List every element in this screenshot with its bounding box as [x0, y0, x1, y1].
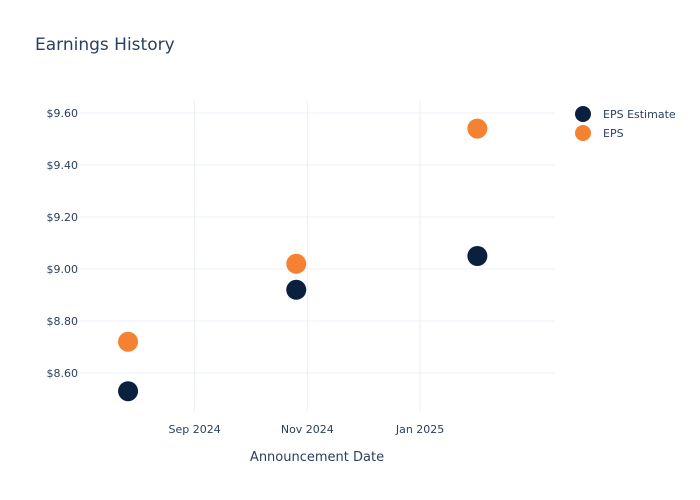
legend[interactable]: EPS Estimate EPS — [575, 106, 676, 141]
y-axis-ticks: $8.60 $8.80 $9.00 $9.20 $9.40 $9.60 — [47, 107, 79, 380]
y-tick-label: $9.00 — [47, 263, 79, 276]
data-point[interactable] — [118, 331, 139, 352]
data-point[interactable] — [118, 381, 139, 402]
x-tick-label: Sep 2024 — [168, 423, 220, 436]
data-point[interactable] — [467, 246, 488, 266]
legend-label: EPS Estimate — [603, 108, 676, 121]
x-tick-label: Jan 2025 — [395, 423, 444, 436]
data-point[interactable] — [286, 279, 307, 300]
legend-marker — [575, 125, 591, 141]
y-grid — [80, 112, 555, 374]
legend-marker — [575, 106, 591, 122]
y-tick-label: $9.40 — [47, 159, 79, 172]
x-axis-ticks: Sep 2024 Nov 2024 Jan 2025 — [168, 423, 444, 436]
x-tick-label: Nov 2024 — [281, 423, 334, 436]
chart-title: Earnings History — [35, 35, 175, 55]
x-axis-title: Announcement Date — [250, 450, 384, 465]
data-points — [118, 118, 488, 402]
y-tick-label: $8.60 — [47, 367, 79, 380]
data-point[interactable] — [286, 253, 307, 274]
data-point[interactable] — [467, 118, 488, 139]
y-tick-label: $8.80 — [47, 315, 79, 328]
y-tick-label: $9.20 — [47, 211, 79, 224]
legend-item[interactable]: EPS — [575, 125, 624, 141]
x-grid — [194, 100, 421, 412]
legend-item[interactable]: EPS Estimate — [575, 106, 676, 122]
legend-label: EPS — [603, 127, 624, 140]
y-tick-label: $9.60 — [47, 107, 79, 120]
